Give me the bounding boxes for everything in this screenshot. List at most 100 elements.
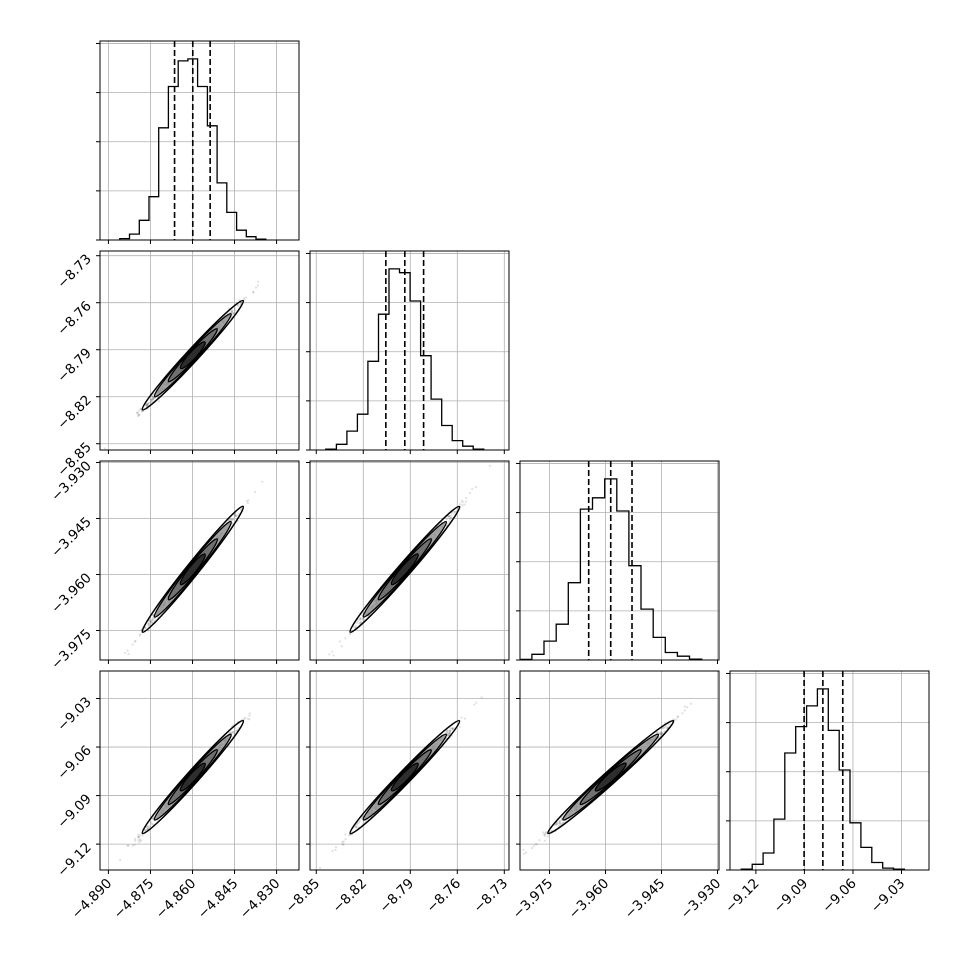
sample-point [340,645,343,648]
sample-point [355,621,358,625]
sample-point [460,716,463,719]
sample-point [359,622,362,625]
sample-point [144,626,147,629]
y-tick-label-3-2: −9.06 [54,743,95,784]
sample-point [240,301,243,304]
sample-point [150,400,154,403]
sample-point [144,828,147,831]
sample-point [137,833,140,837]
contour-level-0 [349,719,461,835]
sample-point [359,621,362,624]
sample-point [448,731,451,734]
sample-point [342,843,345,847]
sample-point [234,514,237,518]
sample-point [152,397,155,400]
histogram-step-2 [520,478,703,660]
sample-point [464,500,467,503]
sample-point [446,730,449,733]
contour-level-0 [141,505,245,633]
sample-point [231,310,234,313]
sample-point [151,395,154,398]
sample-point [240,302,243,305]
sample-point [150,622,154,625]
sample-point [554,823,558,826]
sample-point [230,731,233,734]
sample-point [255,286,258,289]
sample-point [475,486,478,489]
sample-point [243,718,246,721]
sample-point [354,625,357,628]
sample-point [148,825,151,828]
histogram-panel-0 [96,40,300,244]
sample-point [145,404,149,407]
panel-frame [309,250,510,451]
sample-point [448,729,451,732]
sample-point [138,409,141,412]
sample-point [458,725,461,728]
sample-point [119,858,122,862]
sample-point [238,299,241,302]
sample-point [231,518,235,521]
sample-point [463,503,466,506]
sample-point [151,617,154,621]
sample-point [146,404,149,407]
sample-point [144,828,147,832]
sample-point [463,717,466,720]
sample-point [238,512,241,515]
sample-point [453,512,456,515]
x-tick-label-0-1: −4.875 [111,876,158,923]
sample-point [449,517,452,520]
scatter-panel-2-1 [306,460,510,664]
x-tick-label-0-3: −4.845 [195,876,242,923]
sample-point [525,851,528,854]
sample-point [334,848,337,852]
sample-point [158,400,161,403]
sample-point [342,840,345,843]
scatter-panel-3-2: −3.975 −3.960 −3.945 −3.930 [510,670,724,922]
sample-point [344,838,347,841]
sample-point [232,730,235,733]
sample-point [447,732,450,735]
sample-point [661,731,664,734]
scatter-panel-1-0: −8.85−8.82−8.79−8.76−8.73 [54,250,300,480]
sample-point [141,834,144,837]
histogram-panel-2 [516,460,720,664]
panel-frame [519,460,720,661]
sample-point [149,620,152,624]
sample-point [362,617,365,620]
sample-point [146,828,149,831]
scatter-panel-3-1: −8.85 −8.82 −8.79 −8.76 −8.73 [283,670,511,916]
y-tick-label-3-0: −9.12 [54,840,95,881]
sample-point [147,401,150,404]
sample-point [480,696,483,699]
sample-point [361,618,364,621]
sample-point [256,284,259,287]
sample-point [147,623,150,626]
sample-point [538,839,541,842]
sample-point [446,730,449,733]
sample-point [341,843,344,846]
panel-frame [309,670,510,871]
sample-point [356,620,360,623]
sample-point [341,841,344,844]
sample-point [358,618,361,621]
sample-point [231,518,234,521]
sample-point [137,414,140,418]
sample-point [145,405,148,408]
sample-point [248,718,251,721]
y-tick-label-1-2: −8.79 [54,345,95,386]
sample-point [461,501,464,504]
sample-point [448,730,451,733]
sample-point [261,480,264,483]
histogram-panel-1 [306,250,510,454]
sample-point [152,397,155,400]
sample-point [229,311,232,314]
sample-point [146,825,149,828]
sample-point [358,820,361,823]
sample-point [149,821,152,824]
sample-point [448,520,451,523]
contour-level-3 [390,762,419,792]
sample-point [134,639,137,642]
sample-point [448,732,451,735]
x-tick-label-0-0: −4.890 [69,876,116,923]
